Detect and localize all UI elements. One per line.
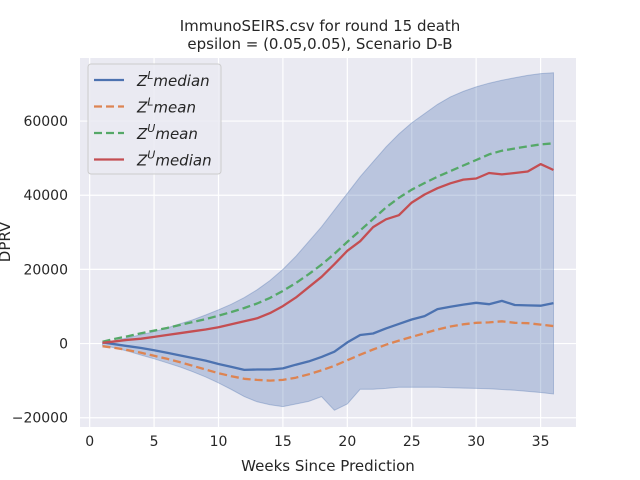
legend-label: ZLmedian: [136, 69, 210, 90]
y-tick-label: −20000: [12, 411, 68, 427]
x-tick-label: 15: [274, 434, 292, 450]
x-tick-label: 30: [467, 434, 485, 450]
lines: [102, 142, 554, 382]
x-tick-label: 35: [532, 434, 550, 450]
legend-label: ZLmean: [136, 96, 196, 117]
chart-subtitle: epsilon = (0.05,0.05), Scenario D-B: [187, 35, 452, 53]
legend-box: [87, 63, 222, 175]
x-ticks: 0 5 10 15 20 25 30 35: [85, 434, 549, 450]
band: [102, 72, 554, 411]
x-tick-label: 25: [403, 434, 421, 450]
y-tick-label: 0: [59, 337, 68, 353]
y-tick-label: 40000: [23, 188, 68, 204]
y-tick-label: 20000: [23, 262, 68, 278]
series-line-2: [102, 142, 554, 343]
series-line-3: [102, 162, 554, 344]
confidence-band: [102, 72, 554, 411]
series-line-1: [102, 320, 554, 382]
y-ticks: −20000 0 20000 40000 60000: [12, 114, 68, 427]
x-tick-label: 5: [150, 434, 159, 450]
legend-label: ZUmean: [136, 122, 198, 143]
y-tick-label: 60000: [23, 114, 68, 130]
x-tick-label: 10: [210, 434, 228, 450]
x-axis-label: Weeks Since Prediction: [241, 457, 415, 475]
x-tick-label: 20: [338, 434, 356, 450]
legend-label: ZUmedian: [136, 149, 212, 170]
series-line-0: [102, 299, 554, 372]
y-axis-label: DPRV: [0, 221, 14, 262]
x-tick-label: 0: [85, 434, 94, 450]
legend: ZLmedian ZLmean ZUmean ZUmedian: [87, 63, 222, 175]
chart-title: ImmunoSEIRS.csv for round 15 death: [180, 17, 461, 35]
